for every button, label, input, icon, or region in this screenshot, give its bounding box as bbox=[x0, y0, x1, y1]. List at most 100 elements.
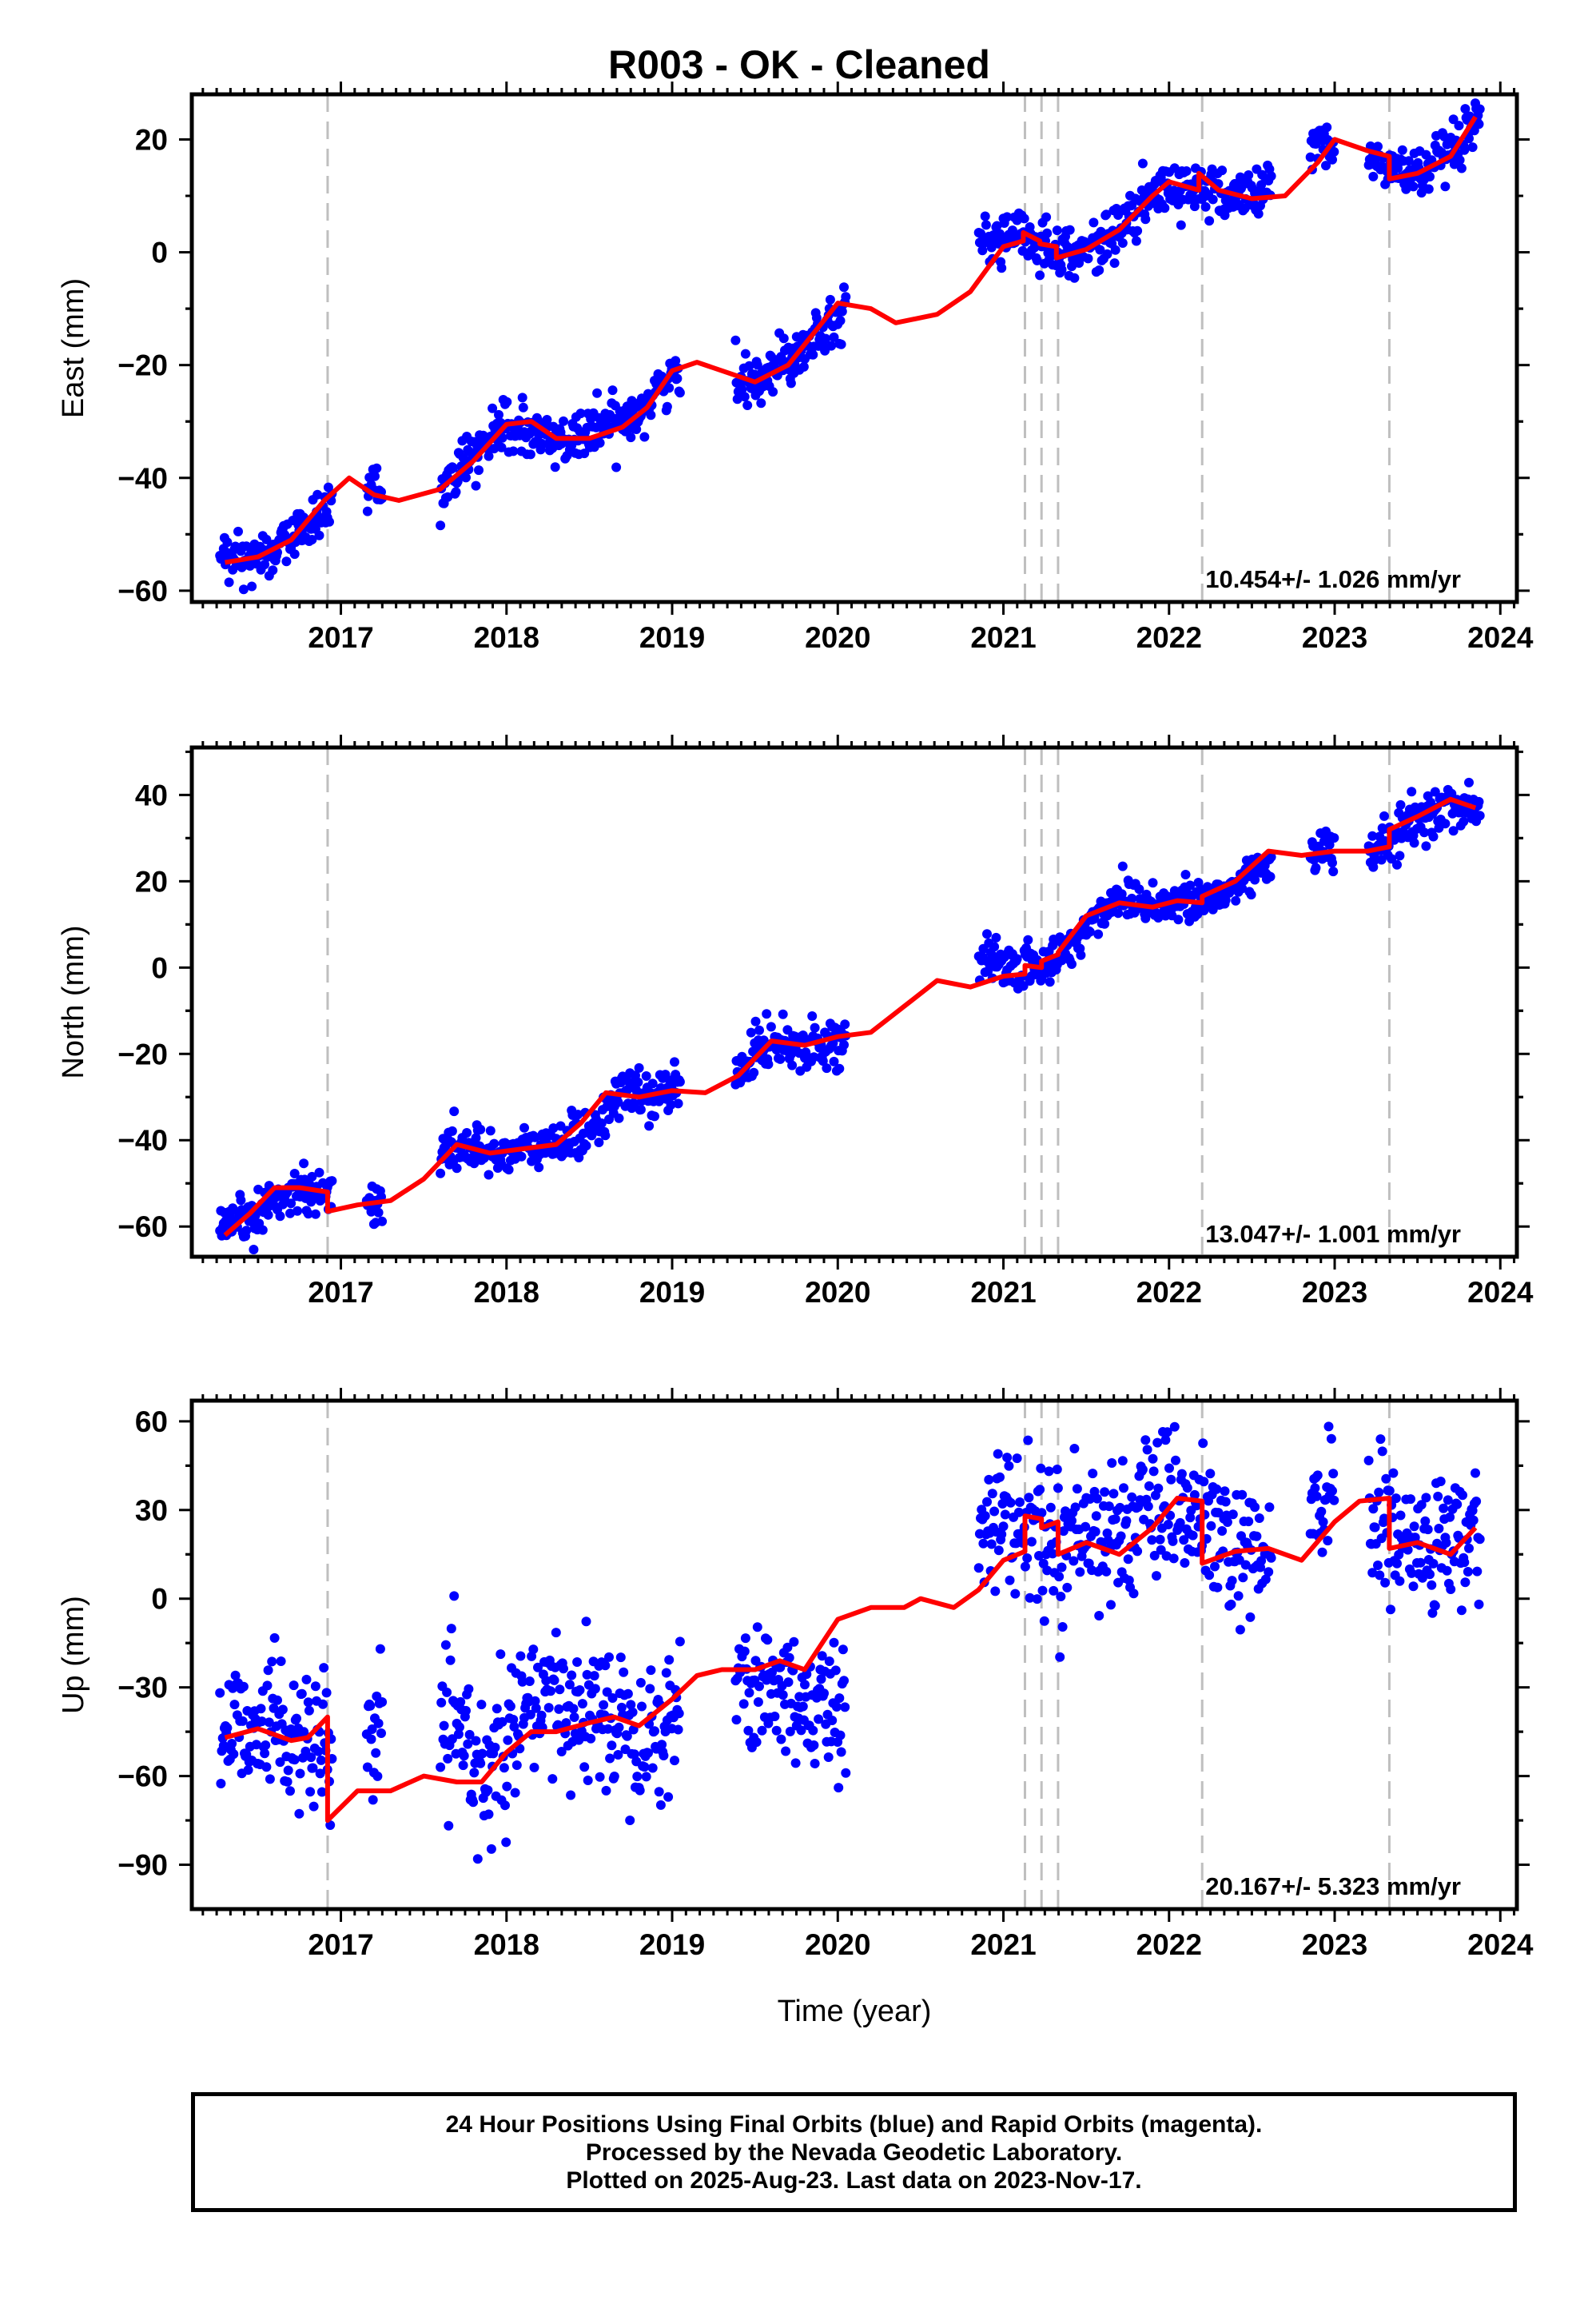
data-point bbox=[1049, 1585, 1059, 1596]
data-point bbox=[1045, 977, 1055, 987]
data-point bbox=[740, 349, 750, 359]
data-point bbox=[292, 1713, 301, 1724]
data-point bbox=[633, 1077, 643, 1087]
data-point bbox=[991, 932, 1001, 943]
data-point bbox=[623, 1688, 633, 1699]
data-point bbox=[366, 1734, 376, 1744]
data-point bbox=[1057, 1562, 1067, 1573]
data-point bbox=[268, 565, 278, 576]
data-point bbox=[1321, 161, 1331, 171]
data-point bbox=[1464, 777, 1474, 787]
data-point bbox=[1147, 1535, 1157, 1545]
data-point bbox=[1198, 1438, 1208, 1449]
data-point bbox=[809, 1740, 819, 1750]
data-point bbox=[263, 1665, 273, 1676]
data-point bbox=[603, 1724, 613, 1734]
data-point bbox=[468, 1797, 479, 1808]
data-point bbox=[371, 1748, 381, 1758]
data-point bbox=[1012, 954, 1022, 964]
data-point bbox=[635, 1785, 645, 1796]
data-point bbox=[1474, 1599, 1484, 1609]
data-point bbox=[1102, 249, 1112, 259]
data-point bbox=[1123, 1554, 1133, 1565]
data-point bbox=[1459, 1557, 1470, 1568]
data-point bbox=[626, 1700, 636, 1710]
data-point bbox=[471, 480, 481, 491]
data-point bbox=[973, 1563, 984, 1573]
data-point bbox=[1205, 1469, 1216, 1479]
data-point bbox=[1421, 841, 1431, 851]
data-point bbox=[583, 1776, 593, 1785]
data-point bbox=[1316, 1506, 1327, 1517]
data-point bbox=[305, 1787, 316, 1797]
data-point bbox=[1025, 1593, 1035, 1603]
data-point bbox=[825, 294, 835, 305]
data-point bbox=[499, 1763, 509, 1773]
data-point bbox=[1067, 1516, 1077, 1526]
data-point bbox=[1161, 1551, 1172, 1561]
x-tick-label: 2023 bbox=[1302, 1276, 1367, 1309]
model-fit-line bbox=[224, 1496, 1478, 1824]
data-point bbox=[1464, 1543, 1474, 1553]
data-point bbox=[1460, 104, 1471, 114]
data-point bbox=[1085, 1494, 1095, 1504]
data-point bbox=[1199, 906, 1209, 915]
data-point bbox=[997, 263, 1007, 273]
data-point bbox=[1041, 212, 1052, 222]
data-point bbox=[827, 1716, 838, 1725]
data-point bbox=[671, 356, 681, 366]
data-point bbox=[635, 1105, 646, 1114]
data-point bbox=[1395, 1510, 1406, 1521]
data-point bbox=[1042, 228, 1053, 238]
data-point bbox=[1428, 831, 1439, 842]
data-point bbox=[1427, 1608, 1438, 1618]
data-point bbox=[836, 339, 846, 349]
data-point bbox=[1069, 273, 1080, 283]
data-point bbox=[1193, 878, 1204, 887]
data-point bbox=[275, 1757, 285, 1768]
data-point bbox=[1106, 1600, 1116, 1610]
data-point bbox=[1176, 1469, 1187, 1479]
data-point bbox=[1445, 1512, 1455, 1522]
data-point bbox=[807, 1011, 818, 1021]
data-point bbox=[502, 1781, 512, 1792]
data-point bbox=[673, 1098, 683, 1109]
data-point bbox=[530, 1696, 540, 1706]
data-point bbox=[1454, 121, 1464, 131]
data-point bbox=[1250, 875, 1260, 885]
data-point bbox=[488, 403, 498, 413]
data-point bbox=[1368, 1504, 1379, 1514]
data-point bbox=[1475, 811, 1485, 821]
data-point bbox=[536, 1710, 547, 1720]
data-point bbox=[1085, 927, 1095, 937]
data-point bbox=[1113, 210, 1124, 220]
caption-line: Processed by the Nevada Geodetic Laborat… bbox=[585, 2139, 1123, 2166]
data-point bbox=[1144, 1481, 1154, 1491]
data-point bbox=[841, 1768, 851, 1778]
data-point bbox=[1430, 787, 1440, 797]
data-point bbox=[281, 556, 292, 567]
data-point bbox=[312, 489, 323, 500]
data-point bbox=[1244, 1517, 1254, 1527]
data-point bbox=[1403, 156, 1414, 166]
data-point bbox=[251, 1740, 261, 1750]
data-point bbox=[1231, 895, 1241, 906]
data-point bbox=[503, 1735, 513, 1745]
data-point bbox=[1018, 981, 1029, 991]
data-point bbox=[373, 1718, 384, 1728]
data-point bbox=[607, 1740, 617, 1751]
data-point bbox=[1377, 1446, 1387, 1457]
plot-frame bbox=[189, 1398, 1519, 1911]
data-point bbox=[672, 373, 683, 384]
data-point bbox=[814, 1714, 824, 1724]
data-point bbox=[666, 1100, 676, 1110]
data-point bbox=[1226, 1599, 1236, 1609]
data-point bbox=[1149, 1550, 1160, 1561]
data-point bbox=[1083, 253, 1093, 264]
data-point bbox=[1380, 1577, 1391, 1588]
data-point bbox=[1022, 1553, 1033, 1563]
data-point bbox=[238, 584, 249, 595]
data-point bbox=[1419, 827, 1430, 838]
data-point bbox=[838, 1644, 848, 1655]
caption-line: 24 Hour Positions Using Final Orbits (bl… bbox=[445, 2111, 1263, 2138]
